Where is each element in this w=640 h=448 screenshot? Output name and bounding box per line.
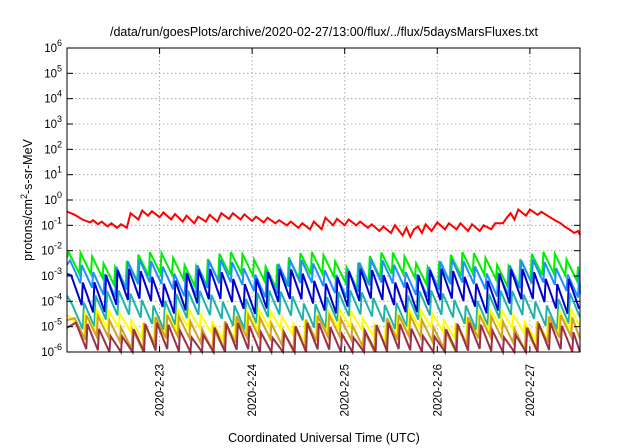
y-tick-label: 102 xyxy=(44,139,62,156)
series-line xyxy=(66,289,581,331)
y-axis-label-sup: 2 xyxy=(19,194,29,199)
series-line xyxy=(66,268,581,315)
y-tick-label: 104 xyxy=(44,89,62,106)
series-line xyxy=(66,207,581,240)
y-axis-label-main: protons/cm xyxy=(21,199,35,261)
y-tick-label: 106 xyxy=(44,38,62,55)
y-tick-label: 10-1 xyxy=(41,215,62,232)
y-tick-label: 101 xyxy=(44,165,62,182)
tick-layer: 10-6 10-5 10-4 10-3 10-2 10-1 100 101 102 103 104 1… xyxy=(41,38,580,416)
x-tick-label: 2020-2-23 xyxy=(155,364,167,416)
x-tick-label: 2020-2-25 xyxy=(340,364,352,416)
series-line xyxy=(66,311,581,355)
y-tick-label: 10-4 xyxy=(41,291,62,308)
y-tick-label: 10-3 xyxy=(41,266,62,283)
x-axis-label: Coordinated Universal Time (UTC) xyxy=(228,431,420,445)
series-line xyxy=(66,321,581,356)
series-layer xyxy=(66,207,581,356)
y-axis-label-rest: -s-sr-MeV xyxy=(21,138,35,194)
y-tick-label: 10-5 xyxy=(41,317,62,334)
x-tick-label: 2020-2-24 xyxy=(247,363,259,416)
x-tick-label: 2020-2-26 xyxy=(432,364,444,416)
y-tick-label: 100 xyxy=(44,190,62,207)
y-tick-label: 10-2 xyxy=(41,241,62,258)
chart-title: /data/run/goesPlots/archive/2020-02-27/1… xyxy=(110,25,539,39)
series-line xyxy=(66,248,581,291)
y-tick-label: 103 xyxy=(44,114,62,131)
series-line xyxy=(66,258,581,299)
y-tick-label: 10-6 xyxy=(41,342,62,359)
y-axis-label: protons/cm2-s-sr-MeV xyxy=(19,138,35,260)
x-tick-label: 2020-2-27 xyxy=(525,364,537,416)
y-tick-label: 105 xyxy=(44,63,62,80)
